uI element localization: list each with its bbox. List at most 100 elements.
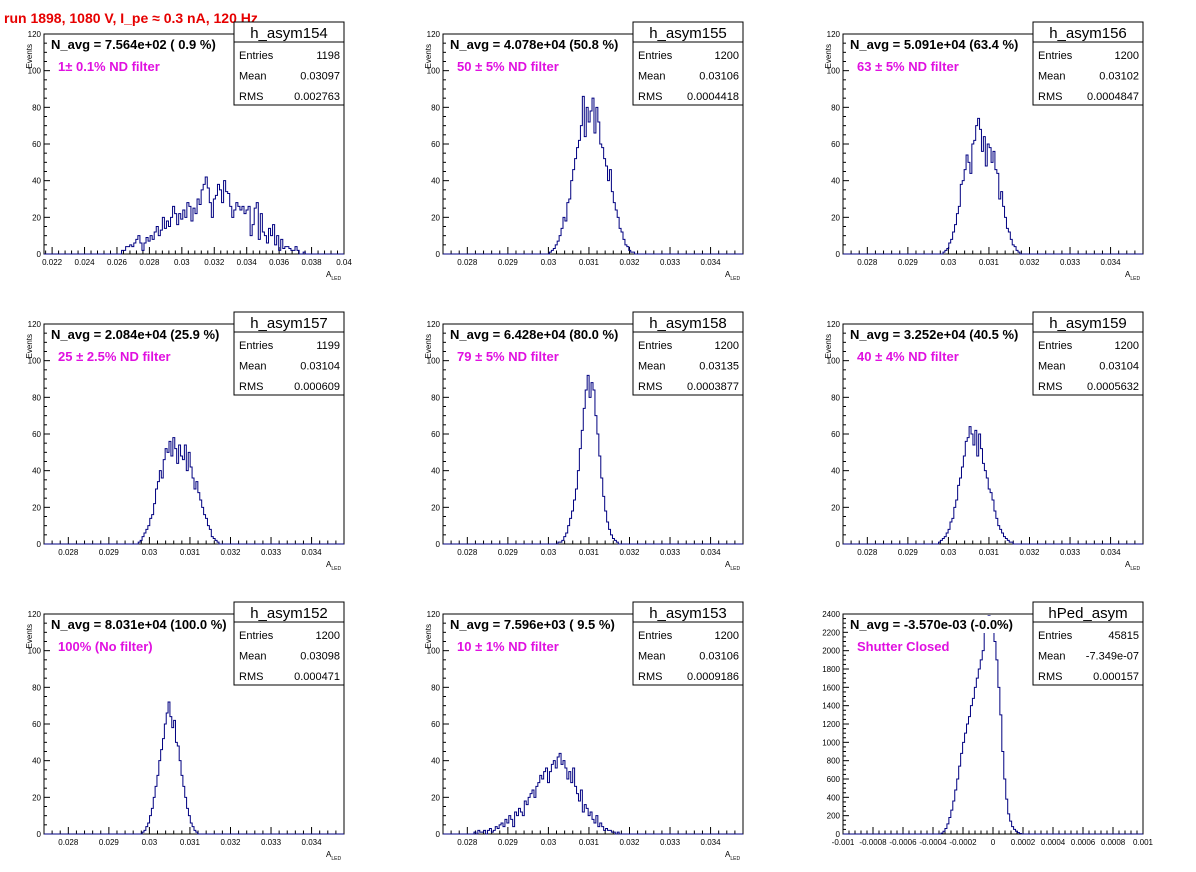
stats-label: RMS — [638, 381, 662, 393]
x-tick-label: 0.028 — [457, 548, 478, 557]
x-tick-label: -0.0008 — [859, 838, 887, 847]
x-tick-label: 0.029 — [99, 838, 120, 847]
y-tick-label: 0 — [836, 250, 841, 259]
stats-label: RMS — [239, 381, 263, 393]
histogram-panel-h_asym159: 0 20 40 60 80 100 120 0.028 0.029 0.03 0.031 0.032 0… — [824, 311, 1144, 572]
x-axis-title: ALED — [1125, 270, 1140, 282]
histogram-bars — [443, 95, 743, 255]
y-tick-label: 120 — [827, 320, 841, 329]
y-tick-label: 120 — [28, 30, 42, 39]
navg-background — [448, 326, 621, 343]
stats-label: RMS — [1038, 381, 1062, 393]
x-tick-label: 0.029 — [498, 838, 519, 847]
histogram-panel-h_asym157: 0 20 40 60 80 100 120 0.028 0.029 0.03 0.031 0.032 0… — [25, 311, 345, 572]
histogram-bars — [843, 426, 1143, 545]
stats-label: RMS — [1038, 91, 1062, 103]
y-tick-label: 60 — [431, 140, 440, 149]
x-tick-label: 0.034 — [701, 258, 722, 267]
y-tick-label: 40 — [831, 467, 840, 476]
stats-value: 0.03135 — [699, 361, 739, 373]
x-tick-label: 0.031 — [180, 548, 201, 557]
stats-value: 1200 — [715, 50, 739, 62]
x-tick-label: 0.034 — [1101, 548, 1122, 557]
stats-label: Entries — [239, 50, 274, 62]
y-tick-label: 1800 — [822, 665, 840, 674]
x-tick-label: 0.031 — [180, 838, 201, 847]
x-tick-label: 0.033 — [660, 548, 681, 557]
histogram-bars — [44, 176, 344, 255]
stats-value: 1200 — [316, 630, 340, 642]
stats-value: 0.03106 — [699, 71, 739, 83]
navg-background — [49, 616, 229, 633]
y-tick-label: 0 — [836, 830, 841, 839]
y-axis-title: Events — [824, 44, 833, 68]
run-title: run 1898, 1080 V, I_pe ≈ 0.3 nA, 120 Hz — [4, 10, 258, 26]
stats-value: 1200 — [1115, 50, 1139, 62]
y-tick-label: 0 — [436, 540, 441, 549]
histogram-bars — [44, 701, 344, 835]
y-tick-label: 0 — [436, 830, 441, 839]
x-tick-label: 0.0002 — [1011, 838, 1036, 847]
x-tick-label: 0.03 — [174, 258, 190, 267]
stats-values-frame — [1032, 621, 1144, 686]
navg-label: N_avg = 4.078e+04 (50.8 %) — [450, 37, 618, 52]
y-tick-label: 20 — [431, 793, 440, 802]
y-axis-title: Events — [824, 334, 833, 358]
stats-value: 0.0003877 — [687, 381, 739, 393]
stats-values-frame — [632, 41, 744, 106]
stats-label: Mean — [638, 71, 666, 83]
histogram-panel-h_asym152: 0 20 40 60 80 100 120 0.028 0.029 0.03 0.031 0.032 0… — [25, 601, 345, 862]
y-tick-label: 120 — [427, 30, 441, 39]
y-tick-label: 1200 — [822, 720, 840, 729]
x-tick-label: 0.034 — [701, 838, 722, 847]
navg-label: N_avg = 8.031e+04 (100.0 %) — [51, 617, 227, 632]
stats-label: RMS — [638, 91, 662, 103]
x-tick-label: 0.032 — [204, 258, 225, 267]
histogram-panel-hPed_asym: 0 200 400 600 800 1000 1200 1400 1600 1800 2000 220… — [822, 601, 1154, 847]
histogram-bars — [443, 374, 743, 545]
stats-label: Entries — [1038, 340, 1073, 352]
x-axis-title: ALED — [725, 850, 740, 862]
filter-label: 100% (No filter) — [58, 639, 153, 654]
y-tick-label: 40 — [431, 757, 440, 766]
x-tick-label: 0.034 — [302, 838, 323, 847]
histogram-bars — [443, 752, 743, 835]
navg-label: N_avg = 3.252e+04 (40.5 %) — [850, 327, 1018, 342]
stats-values-frame — [233, 41, 345, 106]
stats-label: Mean — [239, 71, 267, 83]
x-tick-label: 0.001 — [1133, 838, 1154, 847]
filter-background — [56, 59, 162, 74]
stats-value: 0.002763 — [294, 91, 340, 103]
y-tick-label: 1400 — [822, 702, 840, 711]
y-tick-label: 120 — [427, 320, 441, 329]
x-tick-label: 0.03 — [541, 838, 557, 847]
stats-label: Entries — [239, 340, 274, 352]
x-tick-label: 0.033 — [261, 548, 282, 557]
navg-background — [848, 616, 1015, 633]
y-tick-label: 60 — [431, 430, 440, 439]
y-tick-label: 60 — [831, 430, 840, 439]
x-tick-label: 0.038 — [302, 258, 323, 267]
y-tick-label: 80 — [831, 393, 840, 402]
histogram-name: h_asym153 — [649, 605, 727, 622]
stats-box: h_asym156 Entries 1200 Mean 0.03102 RMS 0.0004… — [1032, 21, 1144, 106]
histogram-name: h_asym157 — [250, 315, 328, 332]
y-axis-title: Events — [25, 624, 34, 648]
x-tick-label: 0.028 — [857, 258, 878, 267]
y-tick-label: 40 — [32, 467, 41, 476]
y-tick-label: 1600 — [822, 683, 840, 692]
y-axis-title: Events — [25, 44, 34, 68]
x-tick-label: 0.031 — [579, 838, 600, 847]
y-axis-title: Events — [25, 334, 34, 358]
stats-label: RMS — [1038, 671, 1062, 683]
navg-label: N_avg = 7.596e+03 ( 9.5 %) — [450, 617, 615, 632]
y-tick-label: 100 — [827, 67, 841, 76]
histogram-name: hPed_asym — [1048, 605, 1127, 622]
x-tick-label: -0.001 — [832, 838, 855, 847]
x-tick-label: 0.034 — [1101, 258, 1122, 267]
y-tick-label: 2200 — [822, 628, 840, 637]
y-tick-label: 80 — [32, 683, 41, 692]
stats-label: Entries — [638, 50, 673, 62]
navg-label: N_avg = 2.084e+04 (25.9 %) — [51, 327, 219, 342]
